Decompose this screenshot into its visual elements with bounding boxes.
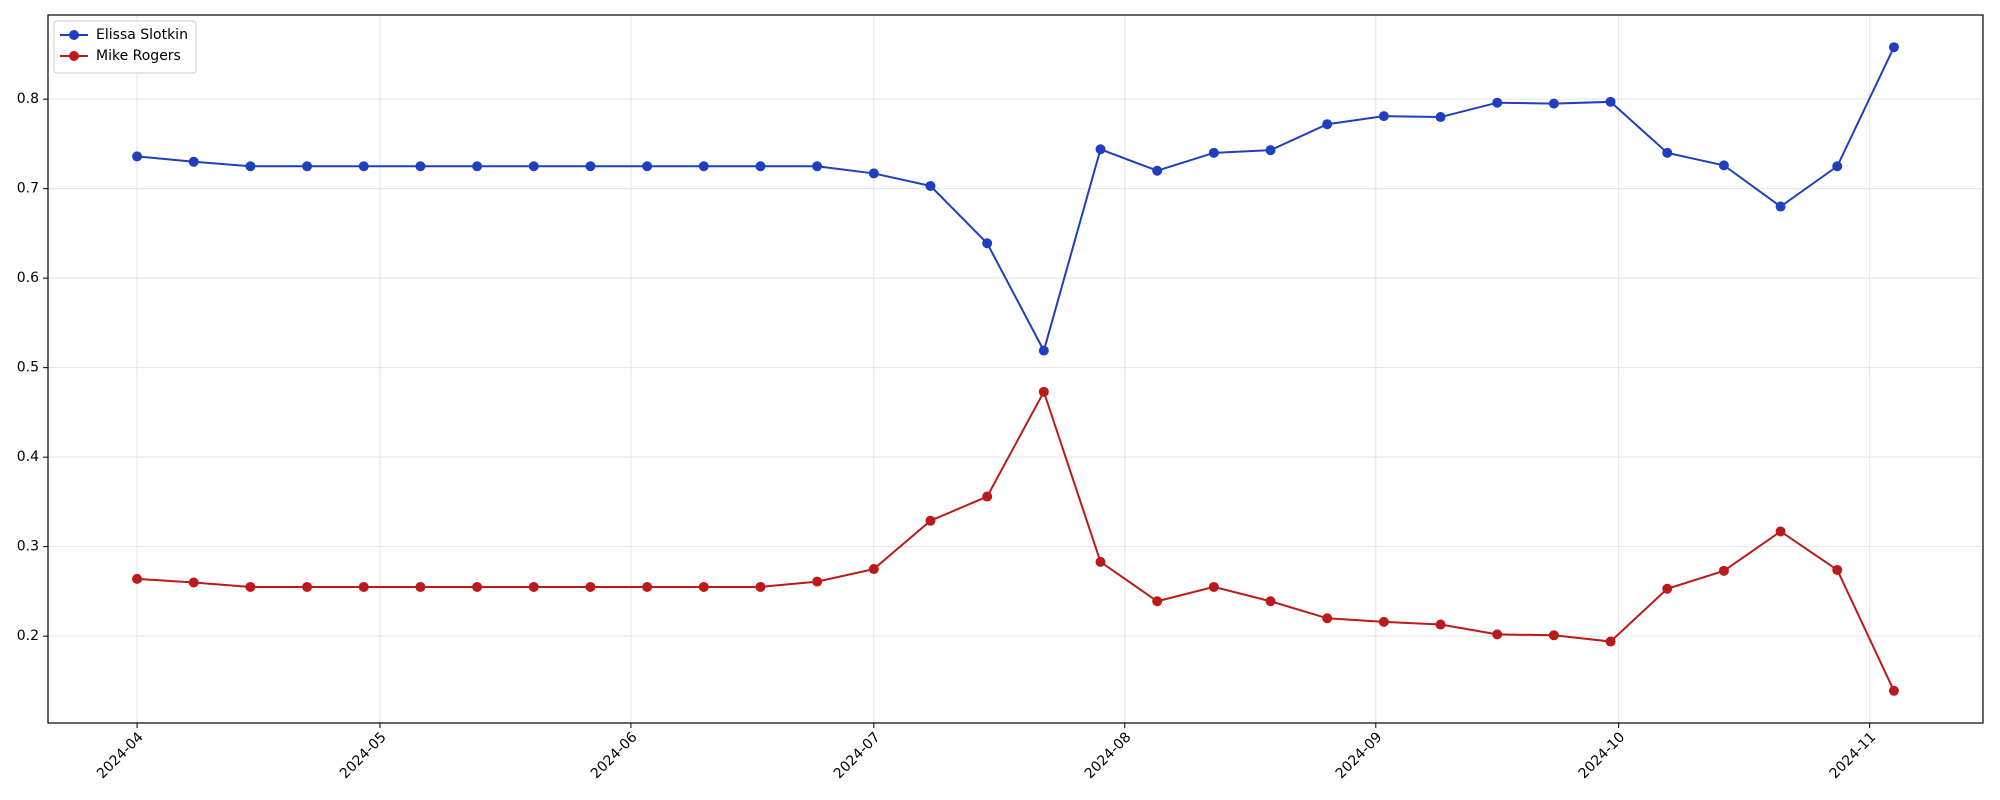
data-point [1888,42,1899,53]
y-tick-label: 0.5 [17,360,39,376]
data-point [528,161,539,172]
legend: Elissa Slotkin Mike Rogers [53,20,197,74]
legend-marker [69,51,79,61]
series-line [136,46,1895,354]
data-point [528,581,539,592]
legend-marker [69,30,79,40]
data-point [925,515,936,526]
data-point [1038,386,1049,397]
data-point [1265,596,1276,607]
data-point [585,581,596,592]
x-tick-label: 2024-04 [94,729,147,782]
y-tick-label: 0.7 [17,181,39,197]
data-point [982,491,993,502]
data-point [755,161,766,172]
data-point [1775,526,1786,537]
data-point [1605,96,1616,107]
data-point [1322,119,1333,130]
data-point [1492,97,1503,108]
legend-frame [53,20,197,74]
y-tick-label: 0.3 [17,539,39,555]
data-point [1378,616,1389,627]
data-point [1548,98,1559,109]
data-point [1435,619,1446,630]
data-point [1662,147,1673,158]
data-point [868,564,879,575]
data-point [585,161,596,172]
data-point [812,576,823,587]
data-point [1152,596,1163,607]
y-tick-label: 0.4 [17,449,39,465]
x-tick-label: 2024-08 [1082,729,1135,782]
x-tick-label: 2024-09 [1333,729,1386,782]
data-point [245,581,256,592]
data-point [188,577,199,588]
x-tick-label: 2024-07 [831,729,884,782]
data-point [415,161,426,172]
data-point [1208,581,1219,592]
data-point [245,161,256,172]
data-point [1548,630,1559,641]
data-point [302,581,313,592]
data-point [1152,165,1163,176]
x-tick-label: 2024-05 [337,729,390,782]
data-point [1718,565,1729,576]
data-point [1208,147,1219,158]
data-point [1832,161,1843,172]
data-point [1492,629,1503,640]
data-point [1718,160,1729,171]
data-point [1775,201,1786,212]
x-tick-label: 2024-10 [1576,729,1629,782]
data-point [642,161,653,172]
data-point [812,161,823,172]
data-point [1378,111,1389,122]
data-point [755,581,766,592]
y-tick-label: 0.8 [17,91,39,107]
data-point [1038,345,1049,356]
data-point [1322,613,1333,624]
data-point [358,581,369,592]
data-point [1888,685,1899,696]
data-point [698,161,709,172]
legend-label: Mike Rogers [96,48,181,64]
data-point [358,161,369,172]
data-point [1435,112,1446,123]
data-point [1662,583,1673,594]
data-point [1265,145,1276,156]
data-point [698,581,709,592]
data-point [868,168,879,179]
data-point [302,161,313,172]
legend-label: Elissa Slotkin [96,27,188,43]
data-point [472,161,483,172]
series-line [136,389,1895,692]
data-point [472,581,483,592]
y-tick-label: 0.6 [17,270,39,286]
data-point [642,581,653,592]
plot-frame [47,14,1984,724]
y-tick-label: 0.2 [17,628,39,644]
data-point [925,180,936,191]
x-tick-label: 2024-11 [1827,729,1880,782]
data-point [1605,636,1616,647]
data-point [1095,556,1106,567]
x-tick-label: 2024-06 [588,729,641,782]
data-point [1095,144,1106,155]
data-point [415,581,426,592]
data-point [132,573,143,584]
data-point [982,238,993,249]
data-point [188,156,199,167]
data-point [1832,564,1843,575]
data-point [132,151,143,162]
